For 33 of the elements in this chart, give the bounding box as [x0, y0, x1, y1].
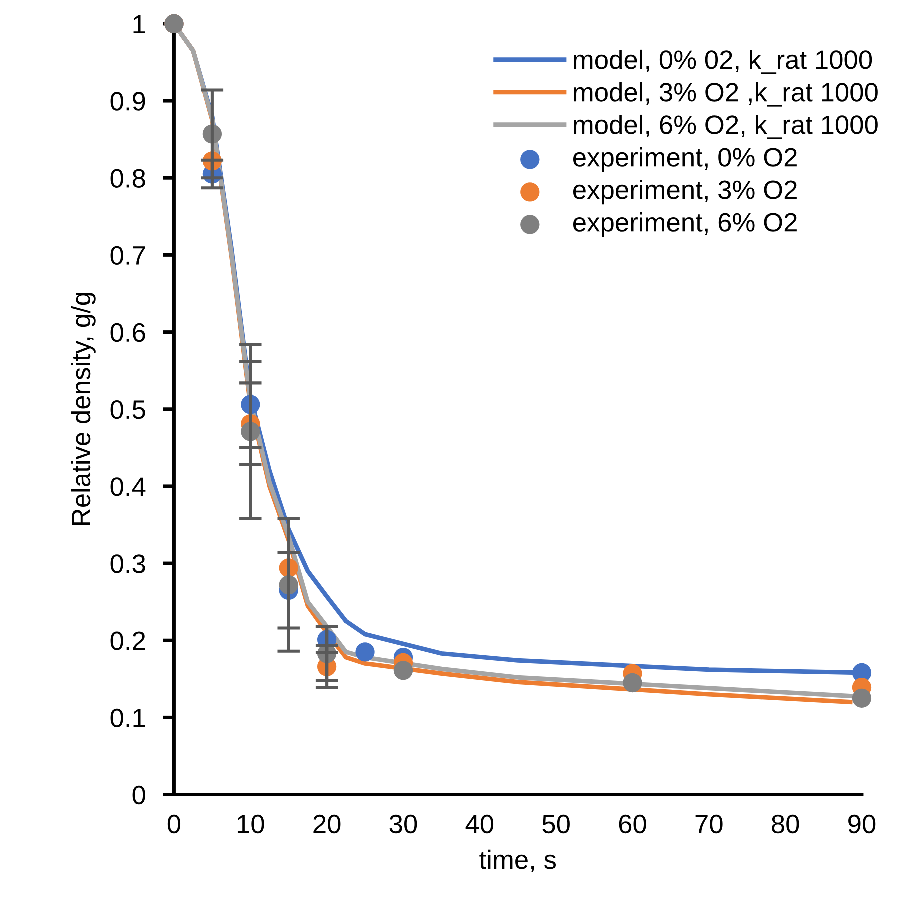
y-tick-label: 0.4 [110, 478, 146, 496]
x-axis-title: time, s [480, 850, 556, 872]
legend-label: experiment, 0% O2 [574, 147, 797, 172]
x-tick-label: 80 [772, 814, 800, 834]
point [356, 642, 375, 662]
legend-label: model, 0% 02, k_rat 1000 [574, 50, 872, 74]
y-tick-label: 1 [134, 15, 146, 34]
x-tick-label: 40 [466, 814, 494, 834]
point [852, 688, 872, 708]
y-tick-label: 0.5 [110, 400, 146, 420]
x-tick-label: 60 [619, 814, 646, 834]
y-tick-label: 0.3 [110, 554, 146, 574]
x-tick-label: 0 [168, 814, 181, 834]
y-tick-label: 0 [132, 786, 146, 805]
y-tick-label: 0.2 [110, 632, 146, 650]
x-tick-label: 50 [542, 814, 570, 834]
y-tick-label: 0.9 [110, 92, 146, 111]
y-tick-label: 0.7 [110, 246, 146, 266]
x-tick-label: 20 [314, 814, 341, 834]
point [623, 673, 642, 693]
legend-label: model, 3% O2 ,k_rat 1000 [574, 82, 878, 107]
x-tick-label: 30 [390, 814, 418, 834]
legend-label: experiment, 6% O2 [574, 212, 797, 238]
x-tick-label: 10 [238, 814, 264, 834]
x-tick-label: 90 [848, 814, 876, 834]
legend-label: experiment, 3% O2 [574, 180, 797, 205]
point [394, 661, 414, 680]
y-tick-label: 0.8 [110, 169, 146, 188]
y-tick-label: 0.6 [110, 323, 146, 342]
y-tick-label: 0.1 [110, 708, 146, 728]
x-tick-label: 70 [696, 814, 723, 834]
y-axis-title: Relative density, g/g [71, 293, 96, 526]
legend-label: model, 6% O2, k_rat 1000 [574, 114, 878, 140]
